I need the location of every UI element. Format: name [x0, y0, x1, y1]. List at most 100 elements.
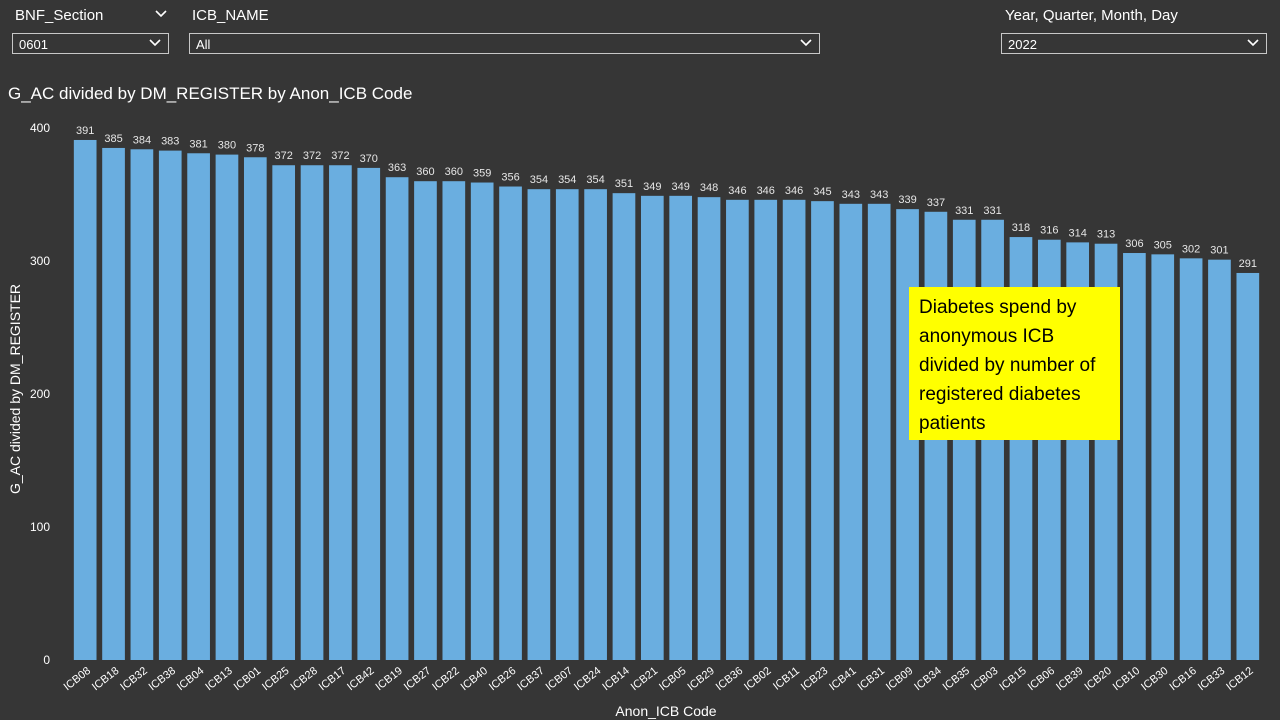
bar-icb30[interactable] [1151, 254, 1175, 660]
data-label: 383 [161, 136, 179, 148]
x-tick-label: ICB07 [544, 665, 575, 693]
x-tick-label: ICB02 [742, 665, 773, 693]
bar-icb26[interactable] [499, 186, 522, 660]
bnf-section-dropdown[interactable]: 0601 [12, 33, 169, 54]
bar-icb25[interactable] [272, 165, 296, 661]
x-tick-label: ICB35 [941, 665, 972, 693]
x-tick-label: ICB06 [1026, 665, 1057, 693]
data-label: 381 [189, 138, 207, 150]
x-tick-label: ICB17 [317, 665, 348, 693]
x-tick-label: ICB05 [657, 665, 688, 693]
x-tick-label: ICB18 [90, 665, 121, 693]
data-label: 372 [331, 150, 349, 162]
y-tick-label: 200 [30, 387, 50, 401]
x-tick-label: ICB38 [147, 665, 178, 693]
data-label: 301 [1210, 245, 1228, 257]
data-label: 305 [1154, 239, 1172, 251]
data-label: 354 [558, 174, 576, 186]
bar-icb07[interactable] [555, 189, 579, 660]
chevron-down-icon [149, 39, 161, 47]
bar-icb24[interactable] [584, 189, 607, 660]
annotation-callout: Diabetes spend by anonymous ICB divided … [909, 287, 1120, 440]
bnf-section-slicer-title: BNF_Section [15, 7, 104, 24]
chevron-down-icon[interactable] [154, 8, 168, 20]
data-label: 360 [445, 166, 463, 178]
y-axis-label: G_AC divided by DM_REGISTER [7, 284, 23, 494]
bar-icb28[interactable] [300, 165, 324, 661]
x-tick-label: ICB03 [969, 665, 1000, 693]
x-tick-label: ICB36 [714, 665, 745, 693]
x-tick-label: ICB30 [1139, 665, 1170, 693]
data-label: 318 [1012, 222, 1030, 234]
y-tick-label: 300 [30, 254, 50, 268]
bar-icb18[interactable] [102, 147, 125, 660]
data-label: 354 [586, 174, 604, 186]
x-tick-label: ICB40 [459, 665, 490, 693]
data-label: 331 [983, 205, 1001, 217]
bar-icb36[interactable] [726, 199, 749, 660]
data-label: 354 [530, 174, 548, 186]
bar-icb38[interactable] [158, 150, 182, 661]
data-label: 313 [1097, 229, 1115, 241]
data-label: 384 [133, 134, 151, 146]
x-tick-label: ICB37 [515, 665, 546, 693]
bar-icb32[interactable] [130, 149, 154, 660]
data-label: 391 [76, 125, 94, 137]
bar-icb27[interactable] [414, 181, 437, 660]
bar-icb12[interactable] [1236, 272, 1260, 660]
x-tick-label: ICB21 [629, 665, 660, 693]
bar-icb19[interactable] [385, 177, 409, 660]
x-tick-label: ICB29 [685, 665, 716, 693]
x-tick-label: ICB24 [572, 665, 603, 693]
bar-icb22[interactable] [442, 181, 466, 660]
y-tick-label: 400 [30, 121, 50, 135]
x-tick-label: ICB33 [1196, 665, 1227, 693]
bar-icb31[interactable] [867, 203, 891, 660]
bar-icb21[interactable] [640, 195, 664, 660]
date-dropdown[interactable]: 2022 [1001, 33, 1267, 54]
data-label: 339 [898, 194, 916, 206]
data-label: 385 [104, 133, 122, 145]
bar-icb42[interactable] [357, 167, 381, 660]
bar-icb17[interactable] [329, 165, 352, 661]
data-label: 372 [274, 150, 292, 162]
x-tick-label: ICB04 [175, 665, 206, 693]
bar-icb02[interactable] [754, 199, 778, 660]
x-tick-label: ICB20 [1082, 665, 1113, 693]
data-label: 316 [1040, 225, 1058, 237]
bar-icb37[interactable] [527, 189, 551, 660]
bar-icb11[interactable] [782, 199, 806, 660]
x-tick-label: ICB31 [856, 665, 887, 693]
x-tick-label: ICB10 [1111, 665, 1142, 693]
data-label: 372 [303, 150, 321, 162]
bar-icb14[interactable] [612, 193, 636, 661]
data-label: 306 [1125, 238, 1143, 250]
data-label: 370 [360, 153, 378, 165]
bar-icb33[interactable] [1208, 259, 1231, 660]
bar-icb04[interactable] [187, 153, 210, 660]
icb-name-slicer-title: ICB_NAME [192, 7, 269, 24]
icb-name-dropdown[interactable]: All [189, 33, 820, 54]
bar-icb40[interactable] [470, 182, 494, 660]
bar-icb16[interactable] [1179, 258, 1203, 660]
chevron-down-icon [800, 39, 812, 47]
bar-icb05[interactable] [669, 195, 693, 660]
bar-icb13[interactable] [215, 154, 239, 660]
data-label: 331 [955, 205, 973, 217]
data-label: 291 [1239, 258, 1257, 270]
x-tick-label: ICB39 [1054, 665, 1085, 693]
bar-icb41[interactable] [839, 203, 863, 660]
bar-icb29[interactable] [697, 197, 721, 660]
data-label: 314 [1068, 227, 1086, 239]
date-slicer-title: Year, Quarter, Month, Day [1005, 7, 1178, 24]
x-tick-label: ICB19 [373, 665, 404, 693]
x-tick-label: ICB41 [827, 665, 858, 693]
bar-icb10[interactable] [1123, 253, 1146, 660]
bar-icb01[interactable] [243, 157, 267, 660]
x-tick-label: ICB01 [232, 665, 263, 693]
bar-icb08[interactable] [73, 139, 97, 661]
data-label: 378 [246, 142, 264, 154]
x-tick-label: ICB27 [402, 665, 433, 693]
bar-icb23[interactable] [811, 201, 834, 660]
y-tick-label: 100 [30, 520, 50, 534]
